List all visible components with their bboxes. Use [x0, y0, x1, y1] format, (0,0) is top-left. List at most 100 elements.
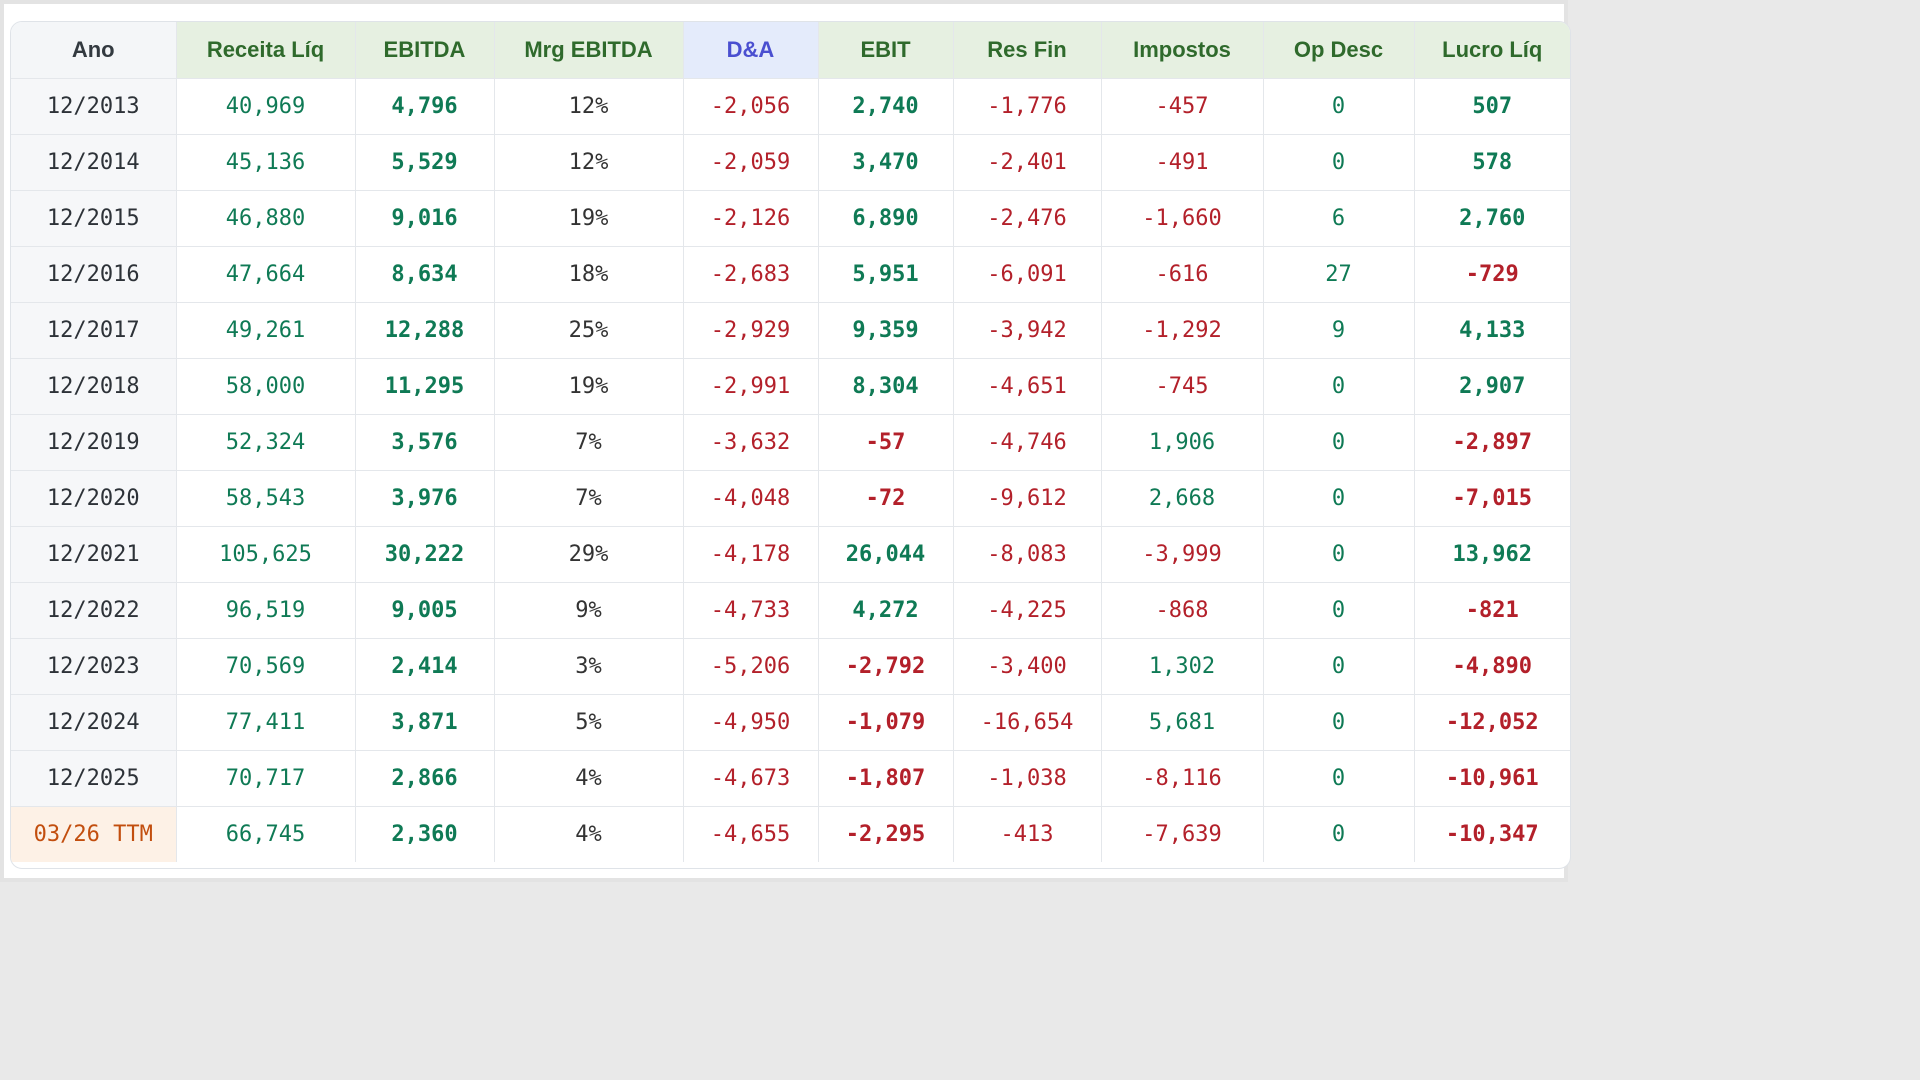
- header-res-fin[interactable]: Res Fin: [953, 22, 1102, 79]
- header-ano[interactable]: Ano: [11, 22, 177, 79]
- cell-op-desc: 9: [1263, 302, 1415, 359]
- cell-impostos: -3,999: [1101, 526, 1264, 583]
- table-row: 12/2022 96,519 9,005 9% -4,733 4,272 -4,225 -86…: [11, 582, 1570, 639]
- cell-ebit: 3,470: [818, 134, 954, 191]
- cell-receita-liq: 58,543: [176, 470, 356, 527]
- cell-lucro-liq: -7,015: [1414, 470, 1570, 527]
- cell-op-desc: 0: [1263, 750, 1415, 807]
- cell-receita-liq: 70,717: [176, 750, 356, 807]
- cell-receita-liq: 46,880: [176, 190, 356, 247]
- cell-res-fin: -2,476: [953, 190, 1102, 247]
- table-row: 12/2013 40,969 4,796 12% -2,056 2,740 -1,776 -4…: [11, 78, 1570, 135]
- cell-ebitda: 3,871: [355, 694, 495, 751]
- cell-lucro-liq: 507: [1414, 78, 1570, 135]
- cell-op-desc: 0: [1263, 806, 1415, 862]
- header-lucro-liq[interactable]: Lucro Líq: [1414, 22, 1570, 79]
- cell-lucro-liq: 2,760: [1414, 190, 1570, 247]
- financial-table-card: Ano Receita Líq EBITDA Mrg EBITDA D&A EB…: [10, 21, 1571, 869]
- financial-table: Ano Receita Líq EBITDA Mrg EBITDA D&A EB…: [11, 22, 1570, 862]
- cell-ebitda: 12,288: [355, 302, 495, 359]
- header-receita-liq[interactable]: Receita Líq: [176, 22, 356, 79]
- cell-d-and-a: -2,991: [683, 358, 819, 415]
- cell-mrg-ebitda: 12%: [494, 134, 684, 191]
- cell-ano: 03/26 TTM: [11, 806, 177, 862]
- cell-d-and-a: -2,683: [683, 246, 819, 303]
- header-ebit[interactable]: EBIT: [818, 22, 954, 79]
- cell-ebit: -72: [818, 470, 954, 527]
- header-d-and-a[interactable]: D&A: [683, 22, 819, 79]
- cell-impostos: -745: [1101, 358, 1264, 415]
- cell-res-fin: -4,651: [953, 358, 1102, 415]
- cell-mrg-ebitda: 25%: [494, 302, 684, 359]
- cell-res-fin: -6,091: [953, 246, 1102, 303]
- table-row: 12/2018 58,000 11,295 19% -2,991 8,304 -4,651-…: [11, 358, 1570, 415]
- table-row: 12/2025 70,717 2,866 4% -4,673 -1,807 -1,038 -8…: [11, 750, 1570, 807]
- cell-impostos: -1,660: [1101, 190, 1264, 247]
- cell-mrg-ebitda: 29%: [494, 526, 684, 583]
- cell-ebitda: 9,005: [355, 582, 495, 639]
- cell-ebitda: 2,360: [355, 806, 495, 862]
- cell-d-and-a: -3,632: [683, 414, 819, 471]
- table-row: 12/2017 49,261 12,288 25% -2,929 9,359 -3,942-…: [11, 302, 1570, 359]
- cell-ano: 12/2016: [11, 246, 177, 303]
- cell-receita-liq: 49,261: [176, 302, 356, 359]
- cell-receita-liq: 96,519: [176, 582, 356, 639]
- cell-d-and-a: -4,950: [683, 694, 819, 751]
- cell-d-and-a: -4,048: [683, 470, 819, 527]
- cell-ano: 12/2014: [11, 134, 177, 191]
- cell-res-fin: -4,225: [953, 582, 1102, 639]
- cell-ebit: -1,079: [818, 694, 954, 751]
- table-row: 12/2023 70,569 2,414 3% -5,206 -2,792 -3,400 1,…: [11, 638, 1570, 695]
- cell-ebit: 2,740: [818, 78, 954, 135]
- cell-op-desc: 0: [1263, 358, 1415, 415]
- cell-lucro-liq: -729: [1414, 246, 1570, 303]
- cell-lucro-liq: -4,890: [1414, 638, 1570, 695]
- cell-ebitda: 4,796: [355, 78, 495, 135]
- cell-ano: 12/2015: [11, 190, 177, 247]
- cell-ano: 12/2020: [11, 470, 177, 527]
- cell-impostos: 1,302: [1101, 638, 1264, 695]
- cell-receita-liq: 58,000: [176, 358, 356, 415]
- cell-op-desc: 0: [1263, 582, 1415, 639]
- cell-ebit: -2,792: [818, 638, 954, 695]
- header-op-desc[interactable]: Op Desc: [1263, 22, 1415, 79]
- cell-ebit: 9,359: [818, 302, 954, 359]
- cell-mrg-ebitda: 3%: [494, 638, 684, 695]
- header-mrg-ebitda[interactable]: Mrg EBITDA: [494, 22, 684, 79]
- cell-mrg-ebitda: 9%: [494, 582, 684, 639]
- cell-res-fin: -3,400: [953, 638, 1102, 695]
- cell-d-and-a: -4,178: [683, 526, 819, 583]
- cell-receita-liq: 52,324: [176, 414, 356, 471]
- cell-mrg-ebitda: 19%: [494, 190, 684, 247]
- cell-impostos: -616: [1101, 246, 1264, 303]
- cell-op-desc: 0: [1263, 414, 1415, 471]
- cell-op-desc: 0: [1263, 134, 1415, 191]
- cell-mrg-ebitda: 5%: [494, 694, 684, 751]
- header-row: Ano Receita Líq EBITDA Mrg EBITDA D&A EB…: [11, 22, 1570, 79]
- cell-d-and-a: -4,655: [683, 806, 819, 862]
- cell-ano: 12/2018: [11, 358, 177, 415]
- table-row: 12/2020 58,543 3,976 7% -4,048 -72 -9,612 2,668…: [11, 470, 1570, 527]
- cell-mrg-ebitda: 12%: [494, 78, 684, 135]
- cell-lucro-liq: 4,133: [1414, 302, 1570, 359]
- cell-ano: 12/2024: [11, 694, 177, 751]
- cell-mrg-ebitda: 4%: [494, 750, 684, 807]
- cell-d-and-a: -2,056: [683, 78, 819, 135]
- cell-receita-liq: 66,745: [176, 806, 356, 862]
- cell-receita-liq: 105,625: [176, 526, 356, 583]
- cell-impostos: -1,292: [1101, 302, 1264, 359]
- cell-impostos: 2,668: [1101, 470, 1264, 527]
- cell-impostos: -7,639: [1101, 806, 1264, 862]
- cell-lucro-liq: -10,347: [1445, 822, 1539, 847]
- cell-op-desc: 0: [1263, 526, 1415, 583]
- cell-receita-liq: 47,664: [176, 246, 356, 303]
- cell-lucro-liq: -12,052: [1414, 694, 1570, 751]
- cell-mrg-ebitda: 19%: [494, 358, 684, 415]
- header-ebitda[interactable]: EBITDA: [355, 22, 495, 79]
- cell-d-and-a: -2,059: [683, 134, 819, 191]
- cell-ebitda: 9,016: [355, 190, 495, 247]
- cell-d-and-a: -4,733: [683, 582, 819, 639]
- header-impostos[interactable]: Impostos: [1101, 22, 1264, 79]
- cell-op-desc: 0: [1263, 470, 1415, 527]
- cell-lucro-liq: -10,961: [1414, 750, 1570, 807]
